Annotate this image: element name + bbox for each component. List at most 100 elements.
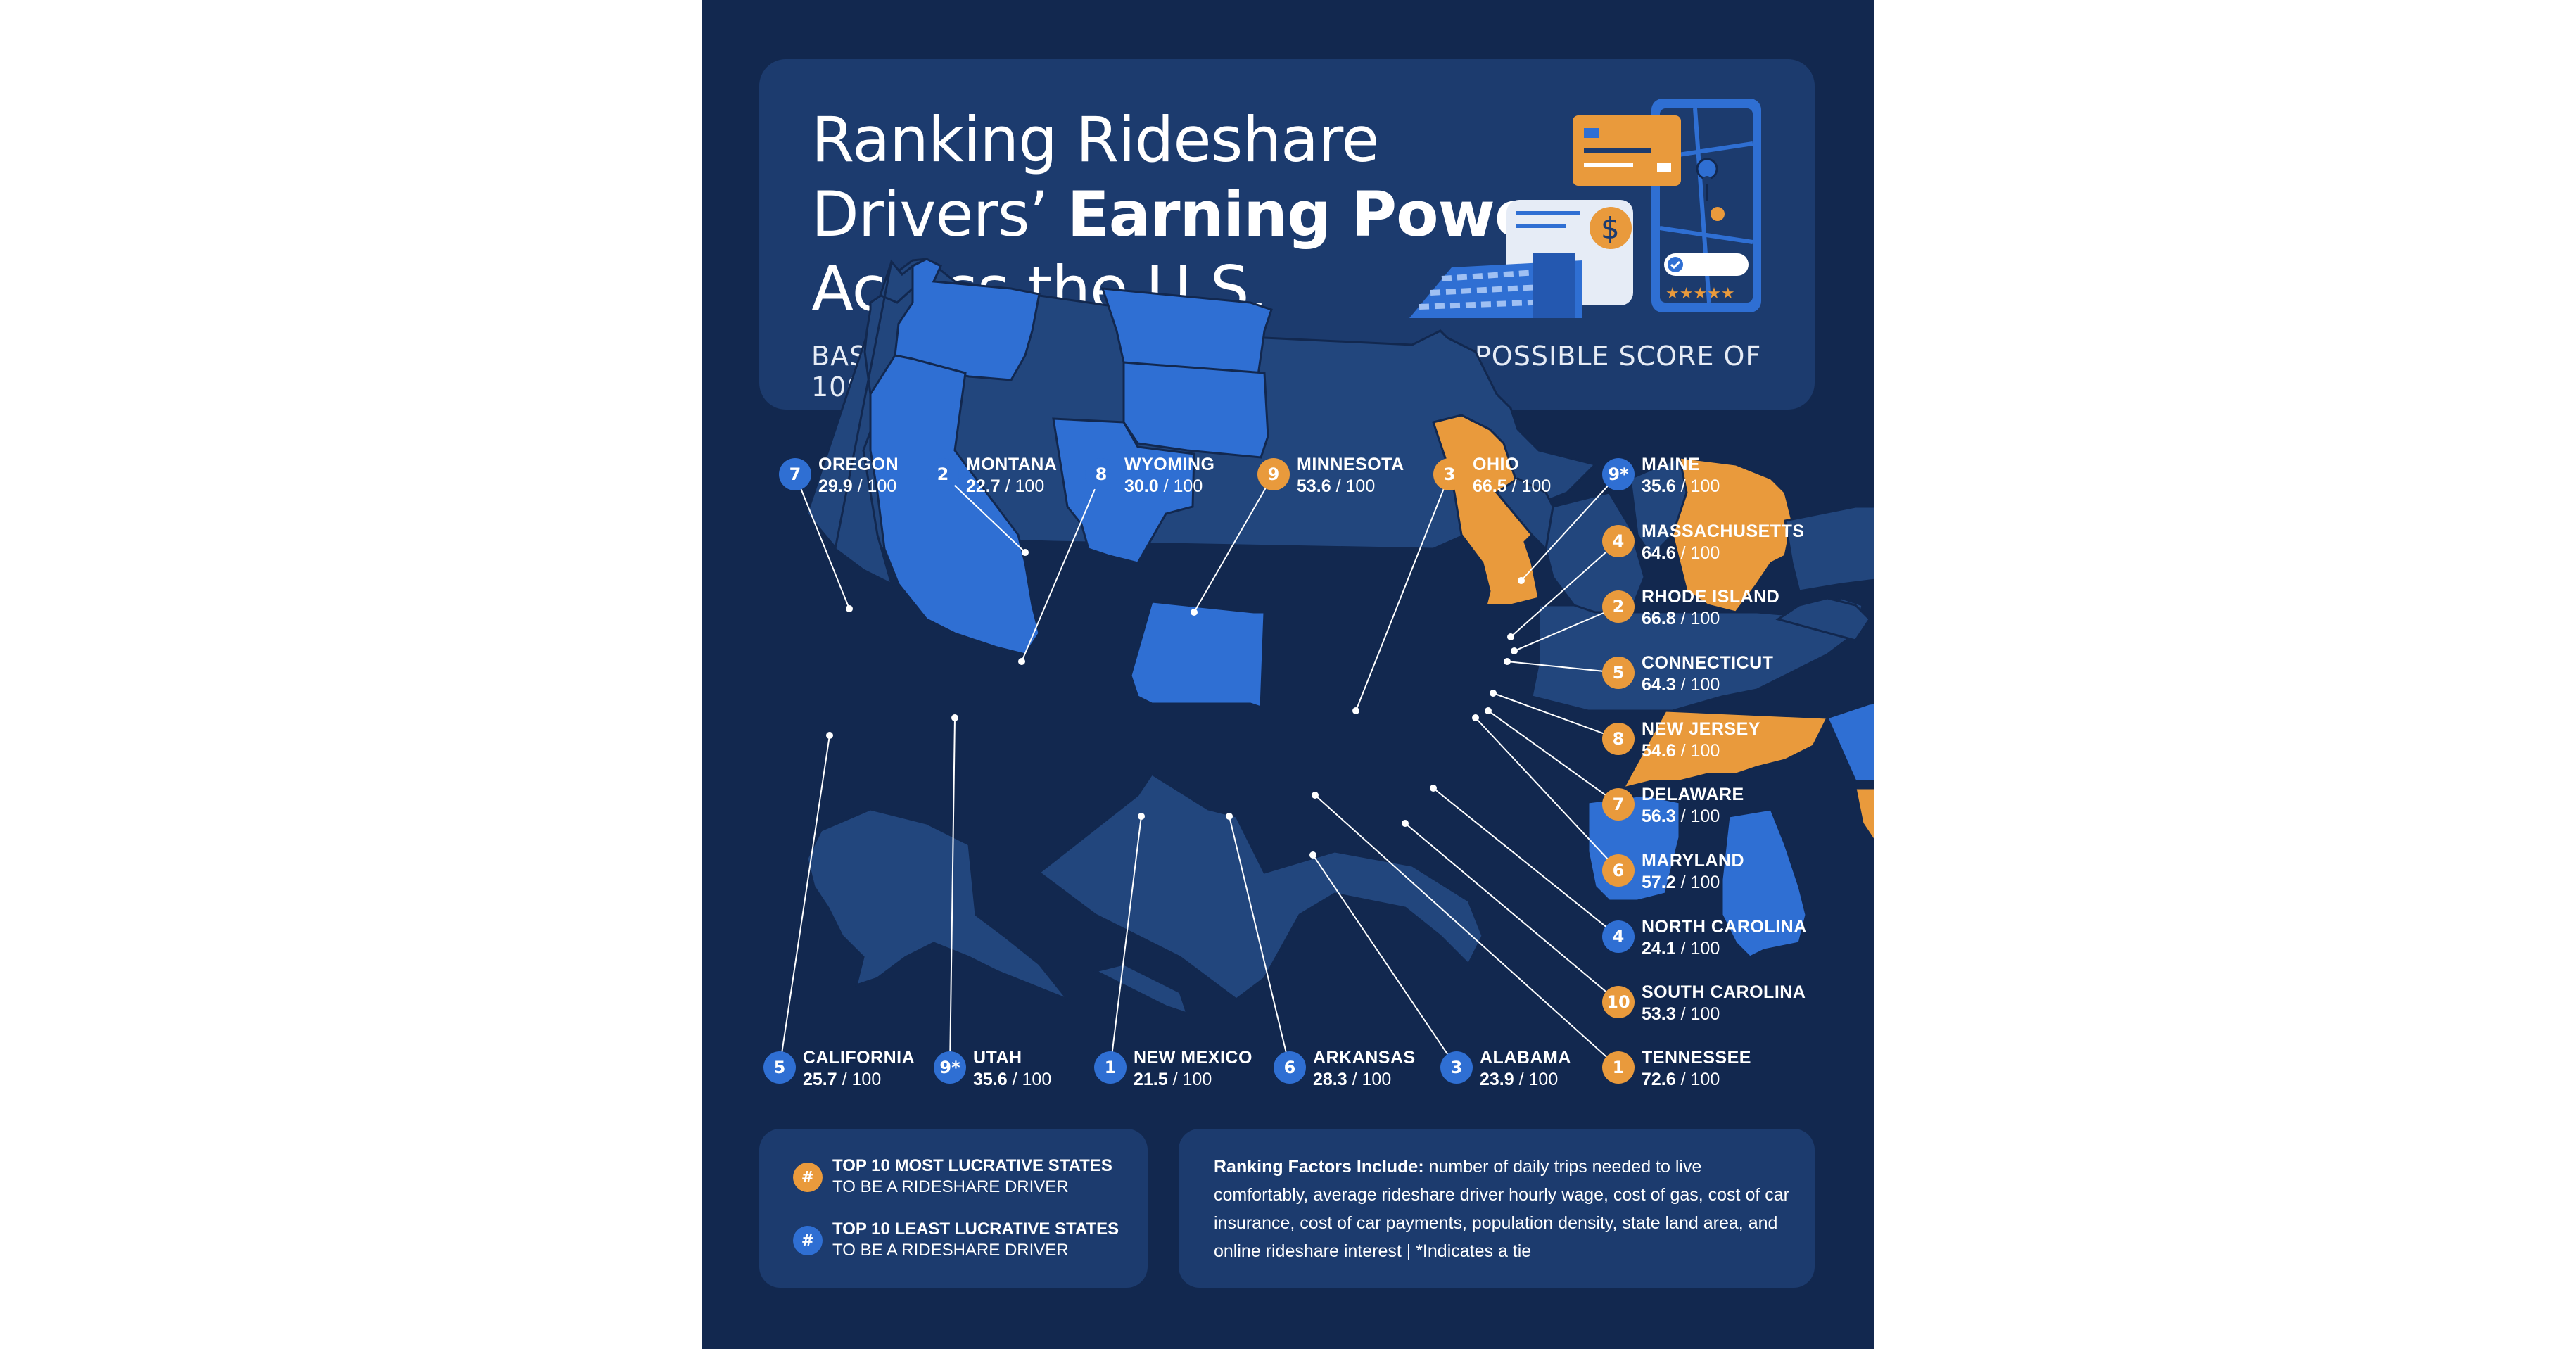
state-score: 56.3 / 100: [1642, 806, 1720, 826]
state-marker-dot: [1191, 609, 1198, 616]
card-terminal-icon: [1409, 253, 1582, 318]
state-score: 66.5 / 100: [1473, 476, 1552, 496]
state-label: 8 NEW JERSEY 54.6 / 100: [1602, 718, 1760, 762]
state-name: TENNESSEE: [1642, 1048, 1751, 1068]
state-marker-dot: [1402, 820, 1409, 827]
state-score: 54.6 / 100: [1642, 741, 1720, 761]
leader-lines: [779, 474, 1619, 1068]
title-line-2-bold: Earning Power: [1067, 178, 1566, 251]
map-wyoming: [1122, 361, 1269, 459]
state-marker-dot: [1022, 549, 1029, 556]
map-pennsylvania-base: [1784, 505, 1874, 593]
state-marker-dot: [846, 605, 853, 612]
state-score: 23.9 / 100: [1480, 1070, 1559, 1089]
map-south-carolina: [1854, 787, 1874, 842]
state-marker-dot: [1472, 714, 1479, 721]
leader-line: [1193, 474, 1274, 613]
map-new-mexico: [1129, 600, 1266, 709]
ranking-factors-body: number of daily trips needed to live com…: [1214, 1157, 1789, 1261]
title-line-2-plain: Drivers’: [811, 178, 1049, 251]
state-name: CALIFORNIA: [803, 1048, 915, 1068]
rank-badge: 1: [1094, 1051, 1127, 1084]
map-oregon: [894, 258, 1041, 381]
legend-least-lucrative: # TOP 10 LEAST LUCRATIVE STATES TO BE A …: [793, 1219, 1119, 1261]
state-shapes: [806, 257, 1874, 1015]
map-texas-gulf: [1037, 772, 1484, 1001]
state-label: 5 CONNECTICUT 64.3 / 100: [1602, 652, 1773, 696]
leader-line: [1110, 816, 1142, 1068]
state-label: 9* MAINE 35.6 / 100: [1602, 454, 1720, 498]
state-label: 6 MARYLAND 57.2 / 100: [1602, 850, 1744, 894]
legend-most-line1: TOP 10 MOST LUCRATIVE STATES: [832, 1156, 1112, 1175]
leader-line: [1314, 794, 1619, 1068]
state-label: 8 WYOMING 30.0 / 100: [1085, 454, 1215, 498]
rank-badge: 6: [1274, 1051, 1306, 1084]
state-score: 35.6 / 100: [1642, 476, 1720, 496]
state-label: 1 NEW MEXICO 21.5 / 100: [1094, 1047, 1252, 1091]
leader-line: [949, 717, 956, 1068]
map-appalachia-base: [1775, 597, 1871, 642]
state-name: DELAWARE: [1642, 785, 1744, 804]
leader-line: [1492, 692, 1619, 740]
state-score: 72.6 / 100: [1642, 1070, 1720, 1089]
state-score: 21.5 / 100: [1134, 1070, 1212, 1089]
state-name: RHODE ISLAND: [1642, 587, 1780, 607]
state-name: ALABAMA: [1480, 1048, 1571, 1068]
svg-text:★★★★★: ★★★★★: [1665, 285, 1735, 303]
rank-badge: 9: [1257, 458, 1290, 490]
state-name: NEW JERSEY: [1642, 719, 1760, 739]
state-name: NORTH CAROLINA: [1642, 917, 1807, 937]
state-name: WYOMING: [1124, 455, 1215, 474]
leader-line: [1229, 816, 1290, 1068]
title-line-2: Drivers’ Earning Power: [811, 177, 1566, 252]
leader-line: [794, 474, 850, 609]
map-michigan-base: [1629, 455, 1688, 558]
state-score: 28.3 / 100: [1313, 1070, 1392, 1089]
location-pin-icon: [1696, 158, 1718, 202]
state-label: 3 OHIO 66.5 / 100: [1433, 454, 1551, 498]
state-label: 6 ARKANSAS 28.3 / 100: [1274, 1047, 1416, 1091]
leader-line: [1433, 787, 1619, 937]
map-ohio: [1668, 456, 1794, 614]
state-marker-dot: [826, 732, 833, 739]
map-california: [869, 354, 1041, 656]
state-label: 4 NORTH CAROLINA 24.1 / 100: [1602, 916, 1807, 960]
rank-badge: 2: [927, 458, 959, 490]
map-minnesota-east-base: [1495, 477, 1554, 552]
leader-line: [1510, 540, 1619, 638]
rank-badge: 4: [1602, 525, 1635, 557]
state-label: 7 DELAWARE 56.3 / 100: [1602, 784, 1744, 828]
state-marker-dot: [1312, 792, 1319, 799]
state-label: 9 MINNESOTA 53.6 / 100: [1257, 454, 1404, 498]
state-label: 2 RHODE ISLAND 66.8 / 100: [1602, 586, 1779, 630]
state-marker-dot: [1138, 813, 1145, 820]
state-score: 66.8 / 100: [1642, 609, 1720, 628]
state-marker-dot: [1485, 707, 1492, 714]
state-label: 5 CALIFORNIA 25.7 / 100: [763, 1047, 915, 1091]
state-score: 64.3 / 100: [1642, 675, 1720, 695]
legend-least-line1: TOP 10 LEAST LUCRATIVE STATES: [832, 1220, 1119, 1239]
state-marker-dot: [1490, 690, 1497, 697]
svg-text:$: $: [1601, 211, 1620, 246]
state-marker-dot: [1511, 647, 1518, 654]
state-name: MINNESOTA: [1297, 455, 1404, 474]
rank-badge: 5: [1602, 657, 1635, 689]
state-score: 35.6 / 100: [973, 1070, 1052, 1089]
state-name: SOUTH CAROLINA: [1642, 982, 1806, 1002]
state-name: MONTANA: [966, 455, 1058, 474]
map-tennessee: [1621, 709, 1829, 790]
leader-line: [1355, 474, 1450, 711]
state-marker-dot: [1507, 633, 1514, 640]
state-name: NEW MEXICO: [1134, 1048, 1252, 1068]
state-score: 57.2 / 100: [1642, 873, 1720, 892]
map-utah: [1052, 417, 1195, 564]
rank-badge: 8: [1085, 458, 1117, 490]
state-score: 24.1 / 100: [1642, 939, 1720, 958]
map-alabama: [1720, 808, 1808, 958]
state-marker-dot: [951, 714, 958, 721]
leader-line: [942, 474, 1026, 553]
rank-badge: 5: [763, 1051, 796, 1084]
legend-most-lucrative: # TOP 10 MOST LUCRATIVE STATES TO BE A R…: [793, 1155, 1112, 1198]
rank-badge: 7: [779, 458, 811, 490]
state-marker-dot: [1430, 785, 1437, 792]
